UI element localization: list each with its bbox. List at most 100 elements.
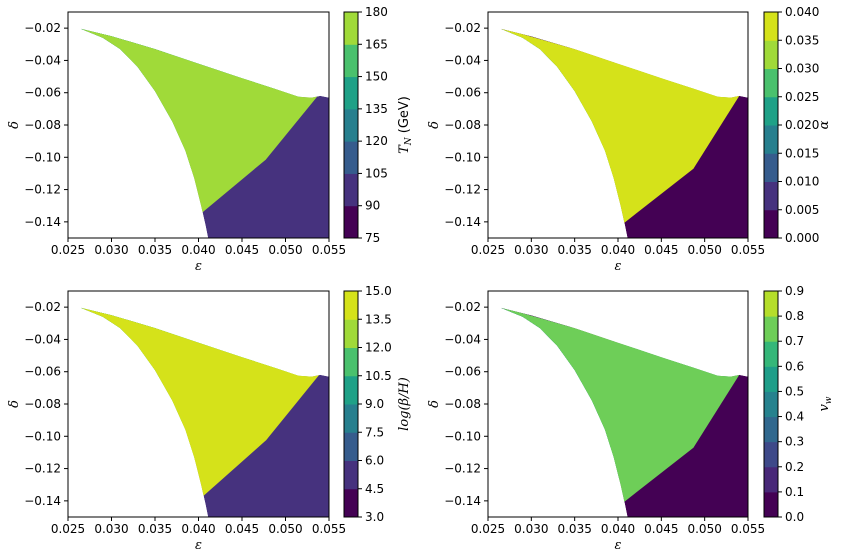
colorbar-tick-label: 120 [365,134,388,148]
colorbar-segment [344,44,358,78]
x-tick-label: 0.055 [731,243,765,257]
y-tick-label: −0.04 [444,53,481,67]
y-tick-label: −0.12 [24,183,61,197]
colorbar-tick-label: 0.5 [785,384,804,398]
colorbar-tick-label: 0.000 [785,231,819,245]
x-tick-label: 0.035 [557,522,591,536]
y-tick-label: −0.14 [444,494,481,508]
colorbar-label-main: log(β/H) [397,377,412,431]
colorbar-tick-label: 150 [365,70,388,84]
colorbar-label: vw [817,396,834,411]
y-tick-label: −0.14 [444,215,481,229]
x-tick-label: 0.025 [51,243,85,257]
y-tick-label: −0.04 [24,332,61,346]
x-tick-label: 0.035 [138,243,172,257]
y-tick-label: −0.02 [24,21,61,35]
x-axis-label: ε [195,259,202,274]
colorbar-tick-label: 10.5 [365,369,392,383]
y-tick-label: −0.14 [24,215,61,229]
y-tick-label: −0.12 [444,462,481,476]
x-axis-label: ε [195,538,202,553]
y-tick-label: −0.06 [24,365,61,379]
x-tick-label: 0.045 [225,243,259,257]
colorbar-tick-label: 0.3 [785,435,804,449]
x-tick-label: 0.030 [94,243,128,257]
colorbar-tick-label: 0.025 [785,90,819,104]
y-tick-label: −0.10 [444,429,481,443]
y-tick-label: −0.12 [24,462,61,476]
colorbar-tick-label: 0.7 [785,334,804,348]
colorbar-label-sub: w [824,396,834,404]
colorbar-segment [764,366,778,392]
x-tick-label: 0.055 [731,522,765,536]
y-tick-label: −0.10 [24,429,61,443]
colorbar-label-sub: N [404,136,414,146]
y-tick-label: −0.14 [24,494,61,508]
colorbar-segment [344,432,358,461]
y-tick-label: −0.12 [444,183,481,197]
colorbar-tick-label: 135 [365,102,388,116]
y-tick-label: −0.04 [444,332,481,346]
colorbar-label-main: T [397,144,412,154]
colorbar-segment [344,173,358,207]
colorbar: 75 90 105 120 135 150 165 180 TN (GeV) [343,5,414,245]
x-axis-label: ε [615,538,622,553]
y-tick-label: −0.08 [444,118,481,132]
x-axis-label: ε [615,259,622,274]
colorbar-label: α [817,120,832,129]
panel-top-left: 0.025 0.030 0.035 0.040 0.045 0.050 0.055 −0.02… [7,5,414,274]
y-axis-label: δ [7,121,22,129]
y-tick-label: −0.08 [24,118,61,132]
y-tick-label: −0.08 [444,397,481,411]
colorbar-segment [344,319,358,348]
colorbar-tick-label: 4.5 [365,482,384,496]
y-tick-label: −0.04 [24,53,61,67]
colorbar-tick-label: 0.4 [785,410,804,424]
x-tick-label: 0.050 [687,243,721,257]
x-tick-label: 0.050 [268,243,302,257]
y-tick-label: −0.06 [444,365,481,379]
x-tick-label: 0.045 [644,243,678,257]
colorbar: 0.0 0.1 0.2 0.3 0.4 0.5 0.6 0.7 0.8 0.9 vw [763,284,834,524]
colorbar-tick-label: 7.5 [365,425,384,439]
y-tick-label: −0.06 [24,86,61,100]
colorbar-tick-label: 0.0 [785,510,804,524]
colorbar-segment [344,76,358,110]
colorbar-segment [764,96,778,126]
colorbar-segment [764,291,778,317]
x-tick-label: 0.040 [601,243,635,257]
colorbar-tick-label: 0.9 [785,284,804,298]
x-tick-label: 0.045 [225,522,259,536]
colorbar-tick-label: 165 [365,37,388,51]
x-tick-label: 0.025 [471,243,505,257]
colorbar-segment [764,153,778,182]
colorbar-segment [344,375,358,405]
colorbar-label: log(β/H) [397,377,412,431]
colorbar-frame [763,290,779,518]
colorbar-segment [344,460,358,490]
colorbar-tick-label: 13.5 [365,312,392,326]
x-tick-label: 0.055 [312,243,346,257]
colorbar-segment [764,341,778,367]
colorbar-label: TN (GeV) [397,96,414,154]
colorbar-tick-label: 0.010 [785,175,819,189]
colorbar-segment [764,181,778,211]
colorbar-segment [344,404,358,433]
colorbar-tick-label: 180 [365,5,388,19]
x-tick-label: 0.035 [557,243,591,257]
colorbar-segment [764,441,778,468]
colorbar-segment [764,466,778,493]
colorbar-segment [344,291,358,320]
y-tick-label: −0.10 [24,150,61,164]
colorbar-tick-label: 6.0 [365,454,384,468]
y-axis-label: δ [7,400,22,408]
x-tick-label: 0.040 [601,522,635,536]
colorbar-segment [344,205,358,239]
colorbar-label-main: v [817,404,832,412]
colorbar-tick-label: 0.040 [785,5,819,19]
colorbar-segment [764,209,778,239]
colorbar-tick-label: 12.0 [365,341,392,355]
y-tick-label: −0.10 [444,150,481,164]
x-tick-label: 0.030 [94,522,128,536]
